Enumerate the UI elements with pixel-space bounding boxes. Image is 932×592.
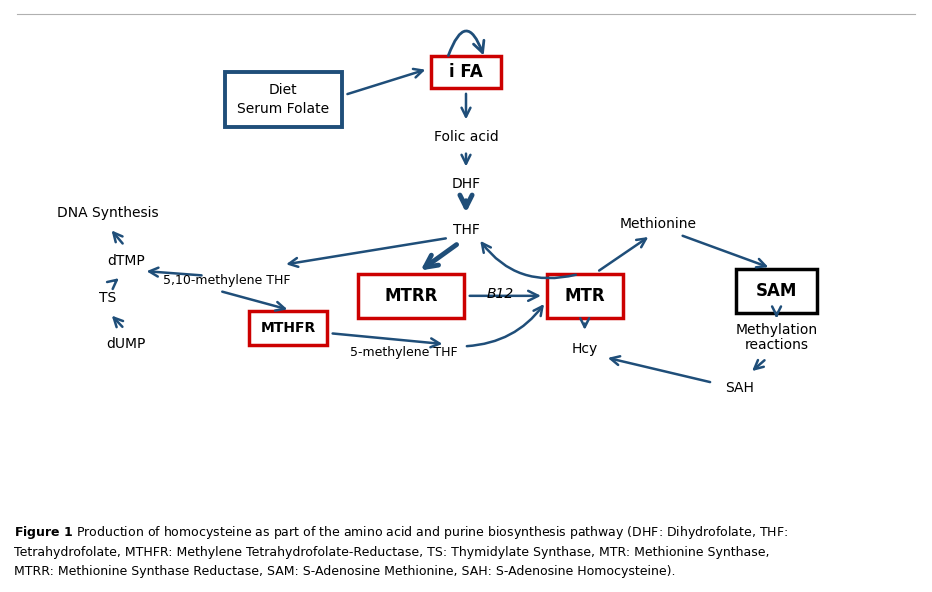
Text: Methylation: Methylation [735,323,817,337]
Text: SAH: SAH [726,381,754,395]
Text: DNA Synthesis: DNA Synthesis [57,205,158,220]
Text: TS: TS [100,291,116,305]
Text: SAM: SAM [756,282,797,300]
FancyBboxPatch shape [431,56,501,88]
Text: Methionine: Methionine [619,217,696,231]
Text: $\bf{Figure\ 1}$ Production of homocysteine as part of the amino acid and purine: $\bf{Figure\ 1}$ Production of homocyste… [14,524,788,578]
Text: 5,10-methylene THF: 5,10-methylene THF [163,274,291,287]
Text: dUMP: dUMP [106,337,146,351]
FancyBboxPatch shape [546,274,623,318]
Text: 5-methylene THF: 5-methylene THF [350,346,458,359]
Text: Diet: Diet [269,83,297,97]
FancyBboxPatch shape [249,311,327,346]
Text: Hcy: Hcy [571,342,597,356]
FancyBboxPatch shape [736,269,816,313]
Text: reactions: reactions [745,338,809,352]
Text: i FA: i FA [449,63,483,81]
Text: dTMP: dTMP [107,254,145,268]
Text: MTHFR: MTHFR [260,321,316,335]
Text: Serum Folate: Serum Folate [238,102,329,116]
Text: MTRR: MTRR [385,287,438,305]
Text: DHF: DHF [451,176,481,191]
FancyBboxPatch shape [358,274,464,318]
Text: THF: THF [453,223,479,237]
Text: MTR: MTR [565,287,605,305]
Text: Folic acid: Folic acid [433,130,499,143]
FancyBboxPatch shape [225,72,342,127]
Text: B12: B12 [487,287,514,301]
